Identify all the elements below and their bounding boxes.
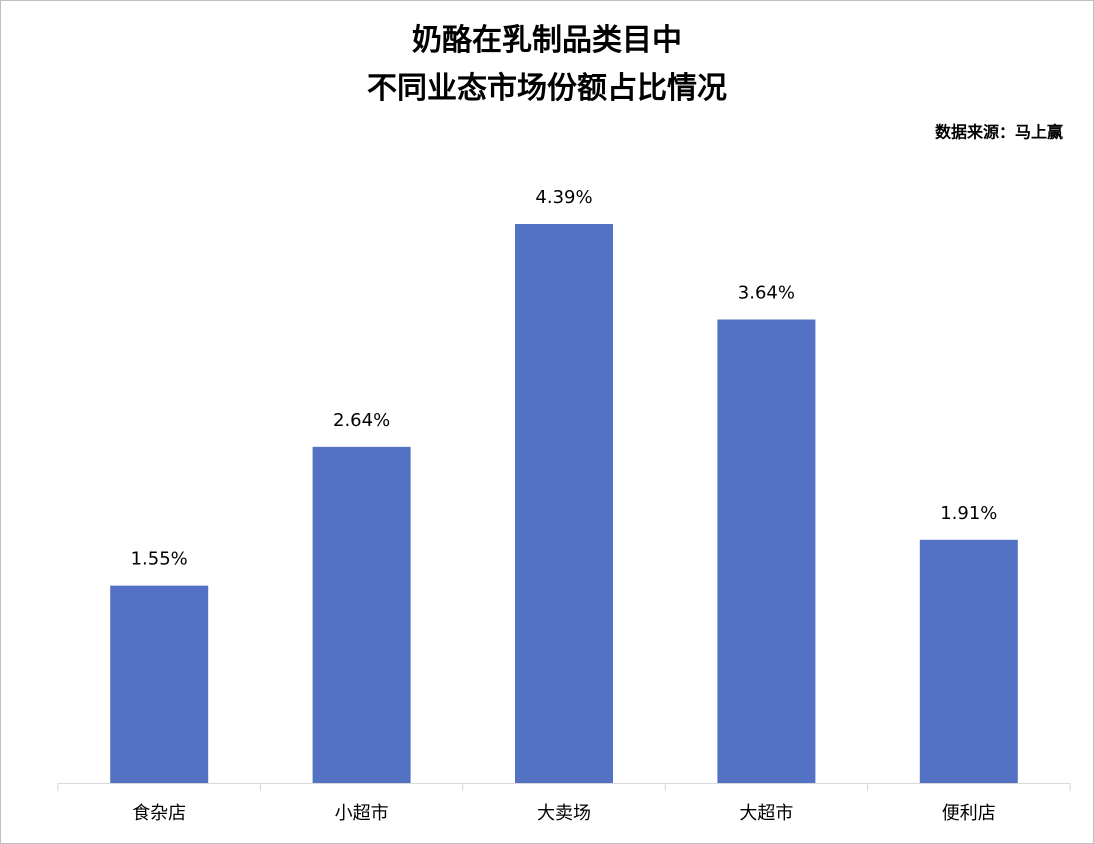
data-label: 4.39% xyxy=(535,187,592,208)
x-tick-label: 大卖场 xyxy=(537,803,591,824)
x-tick-label: 小超市 xyxy=(335,803,389,824)
x-tick-label: 便利店 xyxy=(942,803,996,824)
bar xyxy=(717,319,816,783)
source-note: 数据来源：马上赢 xyxy=(935,123,1063,142)
data-label: 3.64% xyxy=(738,283,795,304)
bar xyxy=(110,585,209,783)
x-tick-label: 大超市 xyxy=(739,803,793,824)
x-tick-label: 食杂店 xyxy=(132,803,186,824)
bar xyxy=(919,539,1018,783)
bar xyxy=(312,446,411,783)
chart-title: 奶酪在乳制品类目中 xyxy=(412,23,682,58)
bar xyxy=(515,224,613,783)
data-label: 2.64% xyxy=(333,410,390,431)
data-label: 1.55% xyxy=(131,549,188,570)
data-label: 1.91% xyxy=(940,503,997,524)
chart-title: 不同业态市场份额占比情况 xyxy=(367,71,727,106)
